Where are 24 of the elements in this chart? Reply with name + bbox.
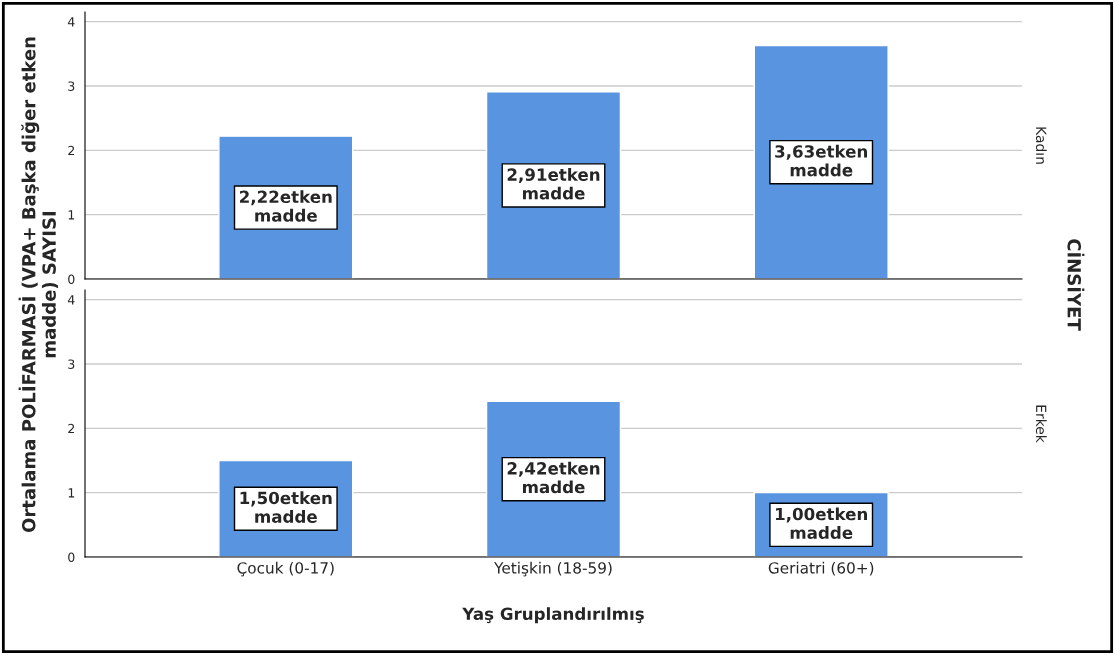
y-tick-label: 2 bbox=[68, 423, 75, 434]
data-label: 2,91etken madde bbox=[507, 167, 600, 200]
y-axis-title: Ortalama POLİFARMASİ (VPA+ Başka diğer etken madde) SAYISI bbox=[18, 37, 59, 533]
data-label: 2,22etken madde bbox=[240, 190, 332, 222]
y-tick-label: 0 bbox=[68, 552, 75, 562]
y-tick-label: 4 bbox=[67, 295, 75, 305]
data-label: 3,63etken madde bbox=[775, 144, 868, 177]
y-tick-label: 0 bbox=[68, 274, 75, 284]
x-tick-label: Çocuk (0-17) bbox=[237, 561, 334, 577]
y-tick-label: 1 bbox=[68, 210, 75, 220]
x-tick-label: Geriatri (60+) bbox=[768, 561, 874, 576]
y-tick-label: 3 bbox=[68, 359, 75, 369]
data-label: 2,42etken madde bbox=[507, 461, 600, 494]
text: CİNSİYET bbox=[1067, 239, 1085, 331]
x-axis-title: Yaş Gruplandırılmış bbox=[462, 607, 644, 624]
y-tick-label: 2 bbox=[68, 145, 75, 156]
y2-axis-title: Kadın bbox=[1035, 127, 1047, 164]
x-tick-label: Yetişkin (18-59) bbox=[494, 561, 612, 577]
y-tick-label: 4 bbox=[67, 17, 75, 27]
y-tick-label: 1 bbox=[68, 488, 75, 498]
y-tick-label: 3 bbox=[68, 81, 75, 91]
data-label: 1,50etken madde bbox=[240, 491, 332, 523]
y2-axis-title: Erkek bbox=[1035, 405, 1047, 443]
data-label: 1,00etken madde bbox=[775, 507, 868, 539]
